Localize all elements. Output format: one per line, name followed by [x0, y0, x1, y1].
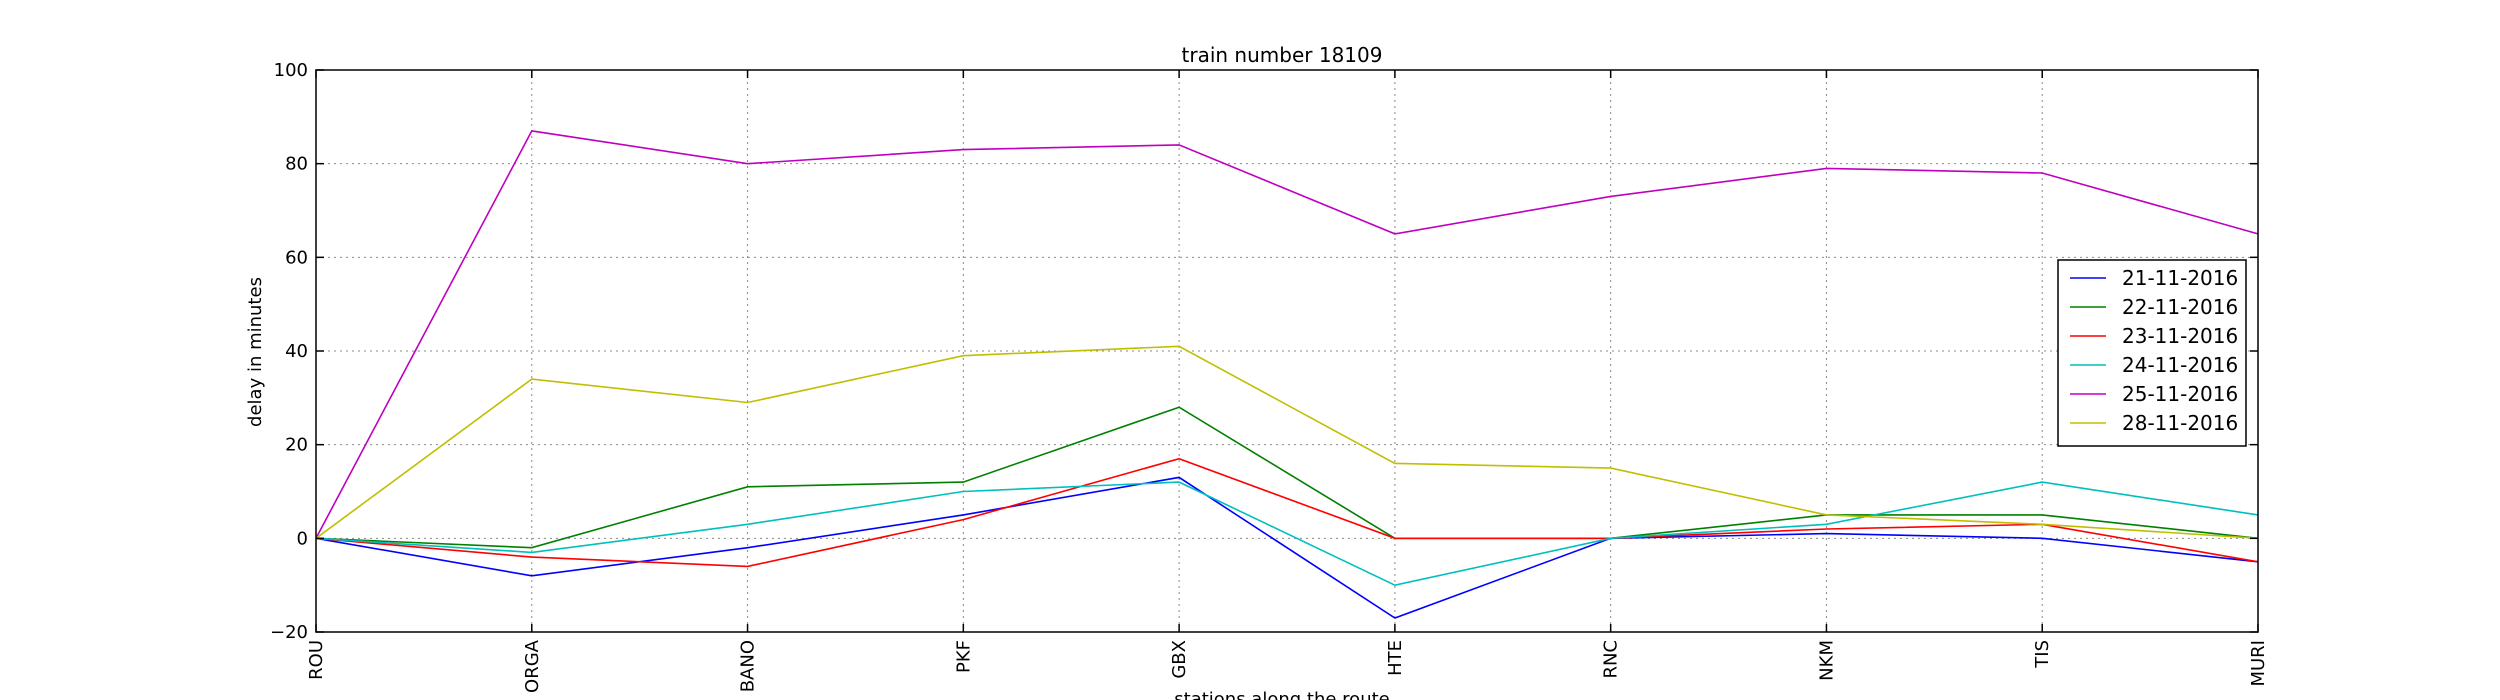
- x-axis-ticks: ROU ORGA BANO PKF GBX HTE RNC NKM TIS MURI: [306, 70, 2269, 693]
- series-line-25-11-2016: [315, 130, 2259, 539]
- legend-box: [2057, 259, 2247, 447]
- series-line-24-11-2016: [315, 481, 2259, 587]
- y-tick-label: 20: [285, 435, 308, 456]
- y-tick-label: 40: [285, 341, 308, 362]
- series-line-22-11-2016: [315, 406, 2259, 549]
- x-tick-label-hte: HTE: [1385, 640, 1406, 676]
- x-tick-label-rou: ROU: [306, 640, 327, 680]
- x-tick-label-bano: BANO: [738, 640, 759, 692]
- x-axis-label: stations along the route: [1174, 689, 1389, 700]
- series-line-28-11-2016: [315, 345, 2259, 540]
- y-axis-ticks: −20 0 20 40 60 80 100: [270, 60, 2258, 643]
- x-tick-label-orga: ORGA: [522, 639, 543, 693]
- y-tick-label: 100: [274, 60, 308, 81]
- series-lines: [315, 130, 2259, 619]
- y-tick-label: −20: [270, 622, 308, 643]
- y-tick-label: 60: [285, 247, 308, 268]
- y-tick-label: 80: [285, 154, 308, 175]
- legend-label-23-11-2016: 23-11-2016: [2122, 324, 2238, 348]
- series-line-23-11-2016: [315, 457, 2259, 568]
- legend-label-25-11-2016: 25-11-2016: [2122, 382, 2238, 406]
- legend-label-21-11-2016: 21-11-2016: [2122, 266, 2238, 290]
- x-tick-label-muri: MURI: [2248, 640, 2269, 687]
- legend-label-22-11-2016: 22-11-2016: [2122, 295, 2238, 319]
- x-tick-label-nkm: NKM: [1816, 640, 1837, 681]
- legend-label-24-11-2016: 24-11-2016: [2122, 353, 2238, 377]
- chart-title: train number 18109: [1182, 43, 1383, 67]
- x-tick-label-pkf: PKF: [953, 640, 974, 673]
- legend: 21-11-2016 22-11-2016 23-11-2016 24-11-2016…: [2057, 259, 2247, 447]
- legend-label-28-11-2016: 28-11-2016: [2122, 411, 2238, 435]
- y-axis-label: delay in minutes: [245, 277, 266, 427]
- x-tick-label-rnc: RNC: [1601, 640, 1622, 679]
- y-tick-label: 0: [297, 528, 308, 549]
- x-tick-label-tis: TIS: [2032, 640, 2053, 669]
- x-tick-label-gbx: GBX: [1169, 640, 1190, 679]
